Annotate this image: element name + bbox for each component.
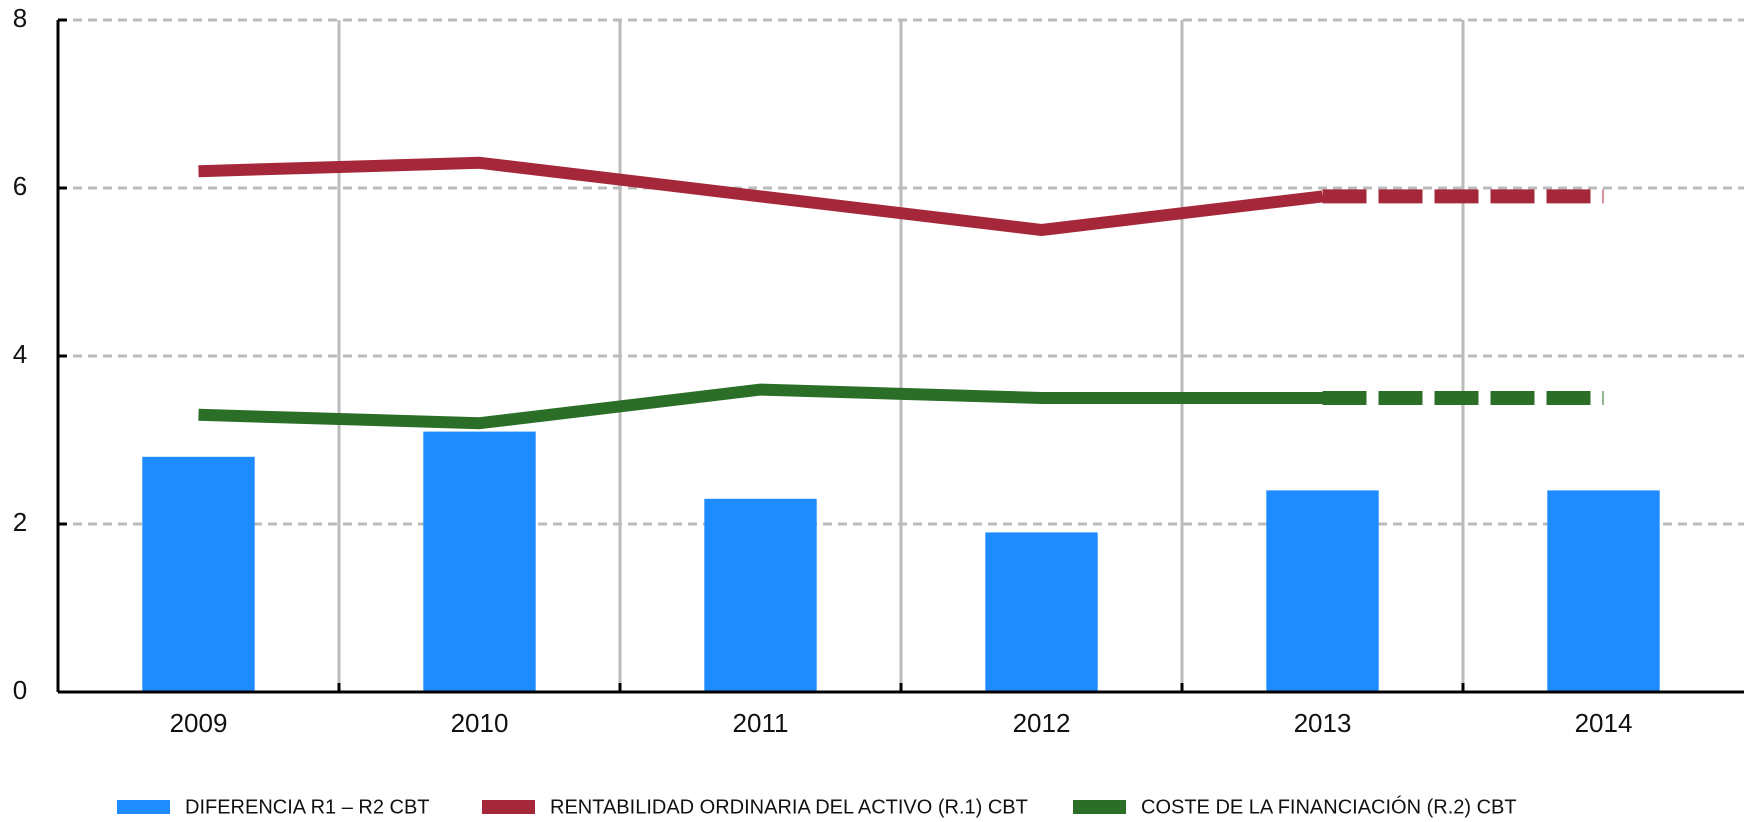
y-tick-label: 2	[13, 507, 27, 537]
legend-swatch	[1073, 800, 1126, 814]
y-tick-label: 8	[13, 3, 27, 33]
x-tick-label: 2012	[1013, 708, 1071, 738]
x-tick-label: 2013	[1294, 708, 1352, 738]
legend-label: COSTE DE LA FINANCIACIÓN (R.2) CBT	[1141, 795, 1517, 818]
legend-swatch	[482, 800, 535, 814]
x-tick-label: 2010	[451, 708, 509, 738]
bar	[985, 532, 1098, 692]
line	[198, 156, 1324, 236]
bar	[142, 456, 255, 692]
legend-swatch	[117, 800, 170, 814]
y-tick-label: 4	[13, 339, 27, 369]
bar	[423, 431, 536, 692]
y-tick-label: 6	[13, 171, 27, 201]
bar	[1547, 490, 1660, 692]
x-tick-label: 2009	[170, 708, 228, 738]
x-tick-label: 2011	[733, 708, 789, 738]
bar	[704, 498, 817, 692]
line	[198, 383, 1323, 430]
bar	[1266, 490, 1379, 692]
legend-label: RENTABILIDAD ORDINARIA DEL ACTIVO (R.1) …	[550, 796, 1028, 818]
y-tick-label: 0	[13, 675, 27, 705]
x-tick-label: 2014	[1575, 708, 1633, 738]
legend-label: DIFERENCIA R1 – R2 CBT	[185, 796, 430, 818]
